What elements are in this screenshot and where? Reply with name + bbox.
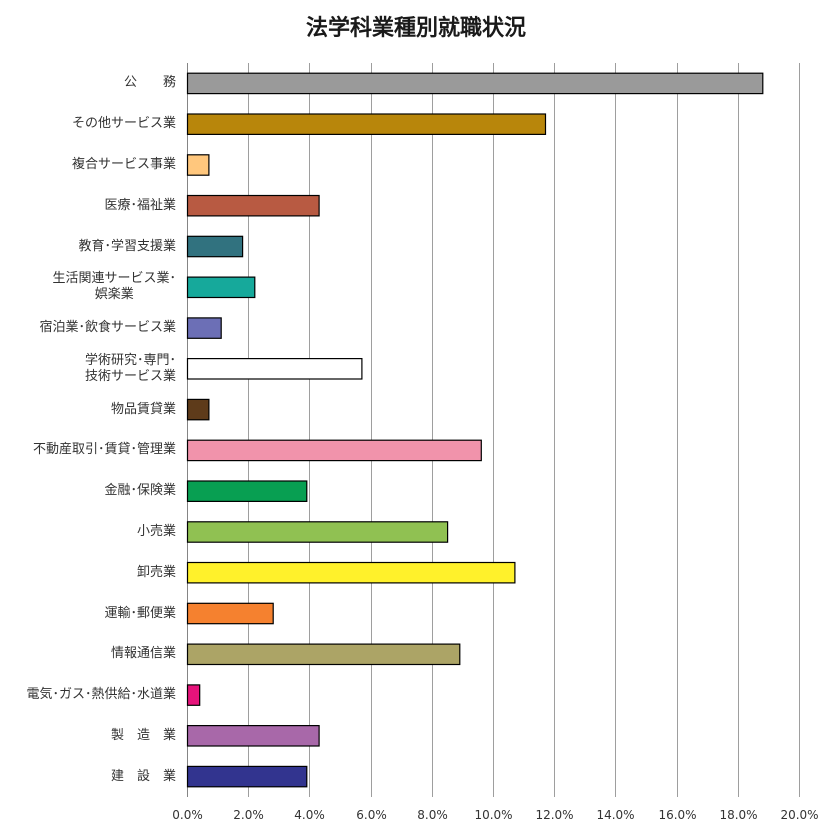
category-label: 公 務 [123, 75, 176, 91]
category-label: その他サービス業 [71, 116, 176, 132]
category-label: 複合サービス事業 [71, 156, 176, 172]
bar [186, 602, 274, 625]
bar [186, 643, 461, 666]
category-label: 小売業 [136, 523, 176, 539]
bar [186, 358, 363, 380]
chart-title: 法学科業種別就職状況 [305, 16, 526, 41]
x-tick-label: 14.0% [596, 808, 635, 822]
x-tick-label: 12.0% [535, 808, 574, 822]
category-label: 情報通信業 [110, 646, 176, 662]
category-label: 金融･保険業 [104, 483, 176, 499]
bar [186, 724, 320, 747]
x-tick-label: 8.0% [417, 808, 448, 822]
bar [186, 439, 482, 462]
category-label: 運輸･郵便業 [104, 605, 176, 621]
bar [186, 235, 244, 258]
bar [186, 113, 547, 135]
bar [186, 521, 449, 543]
x-tick-label: 0.0% [172, 808, 203, 822]
bars [186, 72, 764, 788]
bar [186, 194, 320, 217]
bar [186, 154, 210, 176]
x-tick-label: 10.0% [474, 808, 513, 822]
category-label: 建 設 業 [110, 768, 176, 784]
x-tick-label: 16.0% [658, 808, 697, 822]
bar [186, 276, 256, 299]
bar [186, 684, 201, 706]
bar [186, 765, 308, 788]
category-label: 学術研究･専門･ 技術サービス業 [84, 352, 176, 384]
bar [186, 561, 516, 584]
x-tick-label: 18.0% [719, 808, 758, 822]
bar [186, 480, 308, 502]
bar [186, 317, 222, 339]
x-tick-label: 2.0% [233, 808, 264, 822]
x-tick-label: 20.0% [780, 808, 819, 822]
x-tick-label: 4.0% [294, 808, 325, 822]
category-label: 医療･福祉業 [104, 197, 176, 213]
category-label: 生活関連サービス業･ 娯楽業 [52, 271, 176, 303]
bar [186, 398, 210, 421]
bar [186, 72, 764, 95]
category-label: 不動産取引･賃貸･管理業 [32, 442, 176, 458]
category-label: 製 造 業 [110, 727, 176, 743]
category-label: 卸売業 [136, 564, 176, 580]
category-label: 宿泊業･飲食サービス業 [39, 320, 176, 336]
category-label: 物品賃貸業 [110, 401, 176, 417]
x-tick-label: 6.0% [356, 808, 387, 822]
gridlines [187, 63, 800, 797]
category-label: 電気･ガス･熱供給･水道業 [26, 687, 176, 703]
category-label: 教育･学習支援業 [78, 238, 176, 254]
